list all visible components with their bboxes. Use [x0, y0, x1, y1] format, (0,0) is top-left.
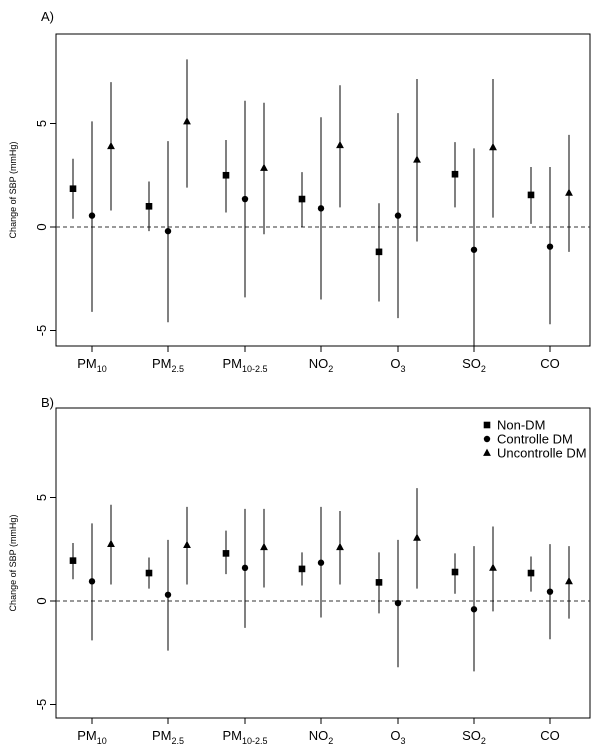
series-controlled-dm	[88, 506, 554, 672]
data-point	[413, 533, 421, 541]
x-tick-label: PM10	[77, 356, 107, 374]
x-tick-label: CO	[540, 728, 560, 743]
x-tick-label: NO2	[309, 728, 334, 746]
data-point	[145, 569, 153, 577]
data-point	[241, 564, 249, 572]
x-tick-label: PM2.5	[152, 356, 184, 374]
x-tick-label: PM2.5	[152, 728, 184, 746]
x-tick-label: O3	[390, 356, 405, 374]
data-point	[222, 171, 230, 179]
data-point	[413, 155, 421, 163]
y-tick-label: -5	[34, 325, 49, 337]
data-point	[375, 579, 383, 586]
plot-frame	[55, 33, 591, 347]
legend-marker	[483, 421, 491, 429]
series-non-dm	[69, 530, 535, 614]
series-controlled-dm	[88, 100, 554, 346]
data-point	[489, 142, 497, 151]
data-point	[107, 141, 115, 150]
x-tick-label: PM10	[77, 728, 107, 746]
data-point	[183, 117, 191, 125]
y-tick-label: 5	[34, 120, 49, 127]
data-point	[394, 212, 402, 219]
data-point	[527, 569, 535, 577]
data-point	[145, 203, 153, 210]
data-point	[317, 205, 325, 212]
data-point	[88, 578, 96, 585]
data-point	[164, 591, 172, 598]
y-tick-label: 0	[34, 223, 49, 230]
data-point	[336, 140, 344, 149]
data-point	[69, 185, 77, 193]
x-tick-label: CO	[540, 356, 560, 371]
data-point	[565, 576, 573, 585]
y-tick-label: -5	[34, 699, 49, 711]
data-point	[489, 563, 497, 571]
panel-label: B)	[41, 395, 54, 410]
data-point	[451, 170, 459, 178]
legend-label: Uncontrolle DM	[497, 446, 587, 461]
x-tick-label: NO2	[309, 356, 334, 374]
data-point	[317, 559, 325, 566]
x-tick-label: SO2	[462, 728, 486, 746]
panel-label: A)	[41, 9, 54, 24]
series-uncontrolled-dm	[107, 59, 573, 252]
series-non-dm	[69, 140, 535, 302]
data-point	[565, 188, 573, 196]
x-tick-label: PM10-2.5	[222, 728, 267, 746]
data-point	[546, 588, 554, 595]
x-tick-label: O3	[390, 728, 405, 746]
data-point	[527, 191, 535, 199]
data-point	[260, 163, 268, 171]
y-tick-label: 5	[34, 494, 49, 501]
data-point	[183, 540, 191, 549]
x-tick-label: SO2	[462, 356, 486, 374]
chart-panel-a: A) -5 0 5 Change of SBP (mmHg) PM10 PM2.5 PM10-…	[8, 9, 591, 374]
data-point	[394, 599, 402, 607]
y-axis-title: Change of SBP (mmHg)	[8, 142, 18, 239]
data-point	[298, 195, 306, 203]
y-tick-label: 0	[34, 597, 49, 604]
series-uncontrolled-dm	[107, 488, 573, 619]
data-point	[241, 195, 249, 203]
data-point	[164, 227, 172, 235]
data-point	[470, 246, 478, 253]
data-point	[546, 243, 554, 250]
plot-frame	[55, 407, 591, 719]
legend-label: Non-DM	[497, 418, 545, 433]
chart-panel-b: B) -5 0 5 Change of SBP (mmHg) PM10 PM2.5 PM10-…	[8, 395, 591, 746]
legend-label: Controlle DM	[497, 432, 573, 447]
data-point	[451, 568, 459, 576]
x-tick-label: PM10-2.5	[222, 356, 267, 374]
legend-marker	[483, 435, 491, 443]
data-point	[88, 212, 96, 219]
data-point	[107, 539, 115, 547]
data-point	[336, 542, 344, 551]
y-axis-title: Change of SBP (mmHg)	[8, 515, 18, 612]
data-point	[260, 542, 268, 551]
data-point	[375, 248, 383, 256]
data-point	[298, 565, 306, 573]
legend-marker	[483, 448, 491, 456]
data-point	[470, 606, 478, 613]
data-point	[222, 550, 230, 557]
data-point	[69, 557, 77, 564]
